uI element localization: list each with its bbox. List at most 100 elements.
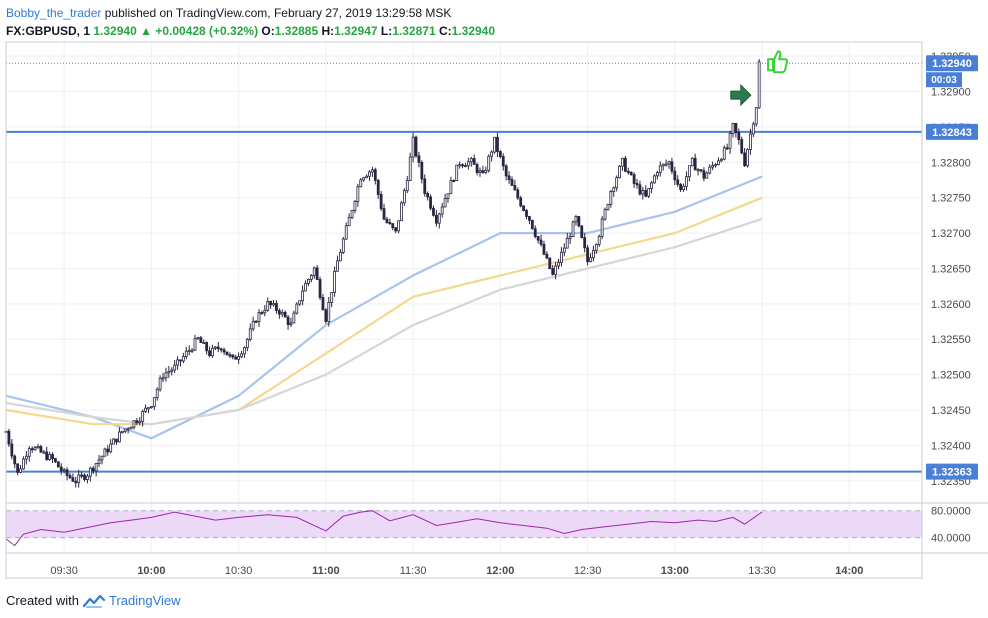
open-value: 1.32885	[274, 24, 319, 38]
candle-body	[147, 407, 150, 410]
candle-body	[205, 342, 209, 352]
price-tick-label: 1.32900	[931, 87, 971, 99]
candle-body	[324, 309, 328, 322]
candle-body	[91, 467, 95, 472]
candle-body	[676, 179, 680, 185]
candle-body	[280, 311, 284, 315]
candle-body	[525, 210, 528, 217]
rsi-path	[5, 510, 763, 547]
candle-body	[746, 149, 749, 167]
candle-body	[670, 161, 674, 172]
close-label: C:	[438, 24, 452, 38]
high-value: 1.32947	[334, 24, 378, 38]
candle-body	[211, 347, 214, 357]
price-axis: 1.323501.324001.324501.325001.325501.326…	[926, 51, 978, 545]
candle-body	[97, 459, 101, 464]
candle-body	[690, 157, 694, 167]
low-value: 1.32871	[392, 24, 436, 38]
candle-body	[251, 320, 255, 330]
candle-body	[606, 204, 610, 211]
candle-body	[650, 182, 653, 189]
candle-body	[411, 136, 415, 158]
candle-body	[173, 364, 177, 371]
tradingview-brand[interactable]: TradingView	[108, 593, 181, 608]
candle-body	[504, 165, 508, 177]
candle-body	[455, 164, 459, 181]
candle-body	[161, 377, 165, 380]
candle-body	[490, 151, 494, 157]
candle-body	[583, 237, 587, 249]
time-tick-label: 12:00	[486, 565, 514, 577]
candle-body	[653, 175, 656, 184]
candle-body	[71, 477, 75, 482]
candle-body	[493, 136, 496, 153]
candle-body	[554, 265, 557, 275]
candle-body	[237, 356, 241, 360]
moving-averages	[5, 175, 763, 440]
candle-body	[77, 474, 81, 484]
candle-body	[647, 188, 651, 197]
candle-body	[213, 346, 217, 349]
candle-body	[603, 209, 607, 220]
candle-body	[356, 186, 360, 202]
candle-body	[472, 158, 476, 165]
candle-body	[219, 348, 223, 351]
time-tick-label: 13:30	[748, 565, 776, 577]
candle-body	[243, 347, 246, 355]
candle-body	[80, 474, 84, 477]
candle-body	[181, 356, 185, 362]
candle-body	[30, 448, 34, 451]
candle-body	[408, 156, 412, 181]
candle-body	[132, 420, 136, 428]
open-label: O:	[261, 24, 275, 38]
candle-body	[685, 176, 688, 187]
candle-body	[565, 238, 569, 249]
candle-body	[283, 311, 287, 318]
candle-body	[94, 463, 98, 472]
time-tick-label: 09:30	[50, 565, 78, 577]
candle-body	[315, 267, 319, 280]
candle-body	[429, 196, 432, 209]
candle-body	[152, 397, 156, 407]
candle-body	[231, 354, 235, 358]
candle-body	[609, 191, 613, 205]
candle-body	[120, 430, 124, 433]
candle-body	[405, 180, 409, 192]
created-with-text: Created with	[6, 593, 79, 608]
candle-body	[170, 369, 174, 372]
up-arrow-icon: ▲	[140, 24, 152, 38]
candle-body	[507, 175, 511, 181]
candle-body	[667, 161, 671, 165]
author-link[interactable]: Bobby_the_trader	[6, 6, 102, 20]
level-price-tag-text: 1.32843	[932, 127, 972, 139]
candle-body	[557, 262, 560, 267]
candle-body	[59, 466, 63, 472]
rsi-band	[6, 510, 922, 539]
candle-body	[321, 297, 325, 311]
candle-body	[641, 190, 645, 195]
candle-body	[749, 133, 752, 150]
candle-body	[717, 160, 720, 165]
candle-body	[589, 257, 592, 263]
candle-body	[737, 132, 741, 140]
candle-body	[272, 303, 275, 306]
candle-body	[123, 428, 127, 432]
price-tick-label: 1.32600	[931, 299, 971, 311]
candle-body	[245, 338, 249, 349]
candle-body	[112, 438, 115, 445]
candle-body	[388, 222, 392, 225]
candle-body	[740, 139, 744, 154]
symbol-label[interactable]: FX:GBPUSD, 1	[6, 24, 91, 38]
candle-body	[312, 267, 316, 276]
candle-body	[568, 236, 572, 239]
candle-body	[257, 312, 261, 322]
candle-body	[734, 122, 738, 133]
candle-body	[466, 161, 470, 167]
candles	[4, 58, 761, 488]
candle-body	[708, 166, 712, 174]
candle-body	[513, 185, 517, 191]
candle-body	[621, 157, 624, 167]
candle-body	[562, 247, 566, 253]
candle-body	[379, 194, 383, 210]
